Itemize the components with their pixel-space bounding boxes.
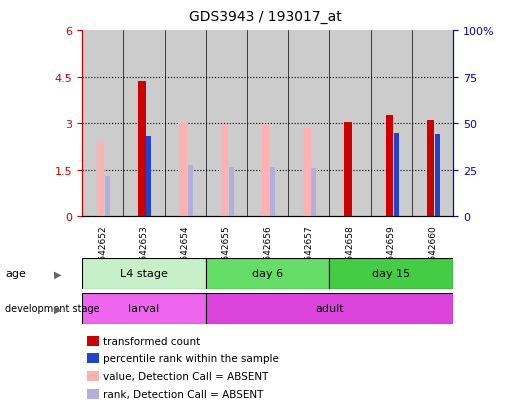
Bar bbox=[82, 293, 206, 324]
Text: day 6: day 6 bbox=[252, 268, 283, 279]
Bar bbox=[311, 169, 316, 217]
Bar bbox=[427, 121, 434, 217]
Text: day 15: day 15 bbox=[372, 268, 410, 279]
Bar bbox=[97, 142, 104, 217]
Bar bbox=[220, 125, 228, 217]
Text: rank, Detection Call = ABSENT: rank, Detection Call = ABSENT bbox=[103, 389, 264, 399]
Bar bbox=[435, 135, 440, 217]
Bar bbox=[138, 82, 146, 217]
Bar bbox=[330, 31, 370, 217]
Bar bbox=[262, 125, 269, 217]
Bar bbox=[247, 31, 288, 217]
Text: value, Detection Call = ABSENT: value, Detection Call = ABSENT bbox=[103, 371, 269, 381]
Bar bbox=[229, 167, 234, 217]
Bar bbox=[180, 122, 187, 217]
Text: L4 stage: L4 stage bbox=[120, 268, 168, 279]
Text: larval: larval bbox=[128, 304, 160, 314]
Bar bbox=[82, 31, 123, 217]
Text: adult: adult bbox=[315, 304, 344, 314]
Bar bbox=[105, 177, 110, 217]
Bar bbox=[206, 31, 247, 217]
Bar bbox=[206, 258, 330, 289]
Text: percentile rank within the sample: percentile rank within the sample bbox=[103, 354, 279, 363]
Bar bbox=[303, 128, 311, 217]
Bar bbox=[412, 31, 453, 217]
Bar bbox=[394, 133, 399, 217]
Text: ▶: ▶ bbox=[54, 268, 61, 279]
Bar bbox=[330, 258, 453, 289]
Text: ▶: ▶ bbox=[54, 304, 61, 314]
Bar bbox=[188, 166, 192, 217]
Bar bbox=[146, 136, 152, 217]
Bar bbox=[370, 31, 412, 217]
Bar bbox=[123, 31, 165, 217]
Text: transformed count: transformed count bbox=[103, 336, 200, 346]
Bar bbox=[270, 167, 275, 217]
Bar bbox=[385, 116, 393, 217]
Bar bbox=[288, 31, 330, 217]
Bar bbox=[206, 293, 453, 324]
Bar bbox=[344, 122, 352, 217]
Text: GDS3943 / 193017_at: GDS3943 / 193017_at bbox=[189, 10, 341, 24]
Text: age: age bbox=[5, 268, 26, 279]
Bar bbox=[165, 31, 206, 217]
Bar bbox=[82, 258, 206, 289]
Text: development stage: development stage bbox=[5, 304, 100, 314]
